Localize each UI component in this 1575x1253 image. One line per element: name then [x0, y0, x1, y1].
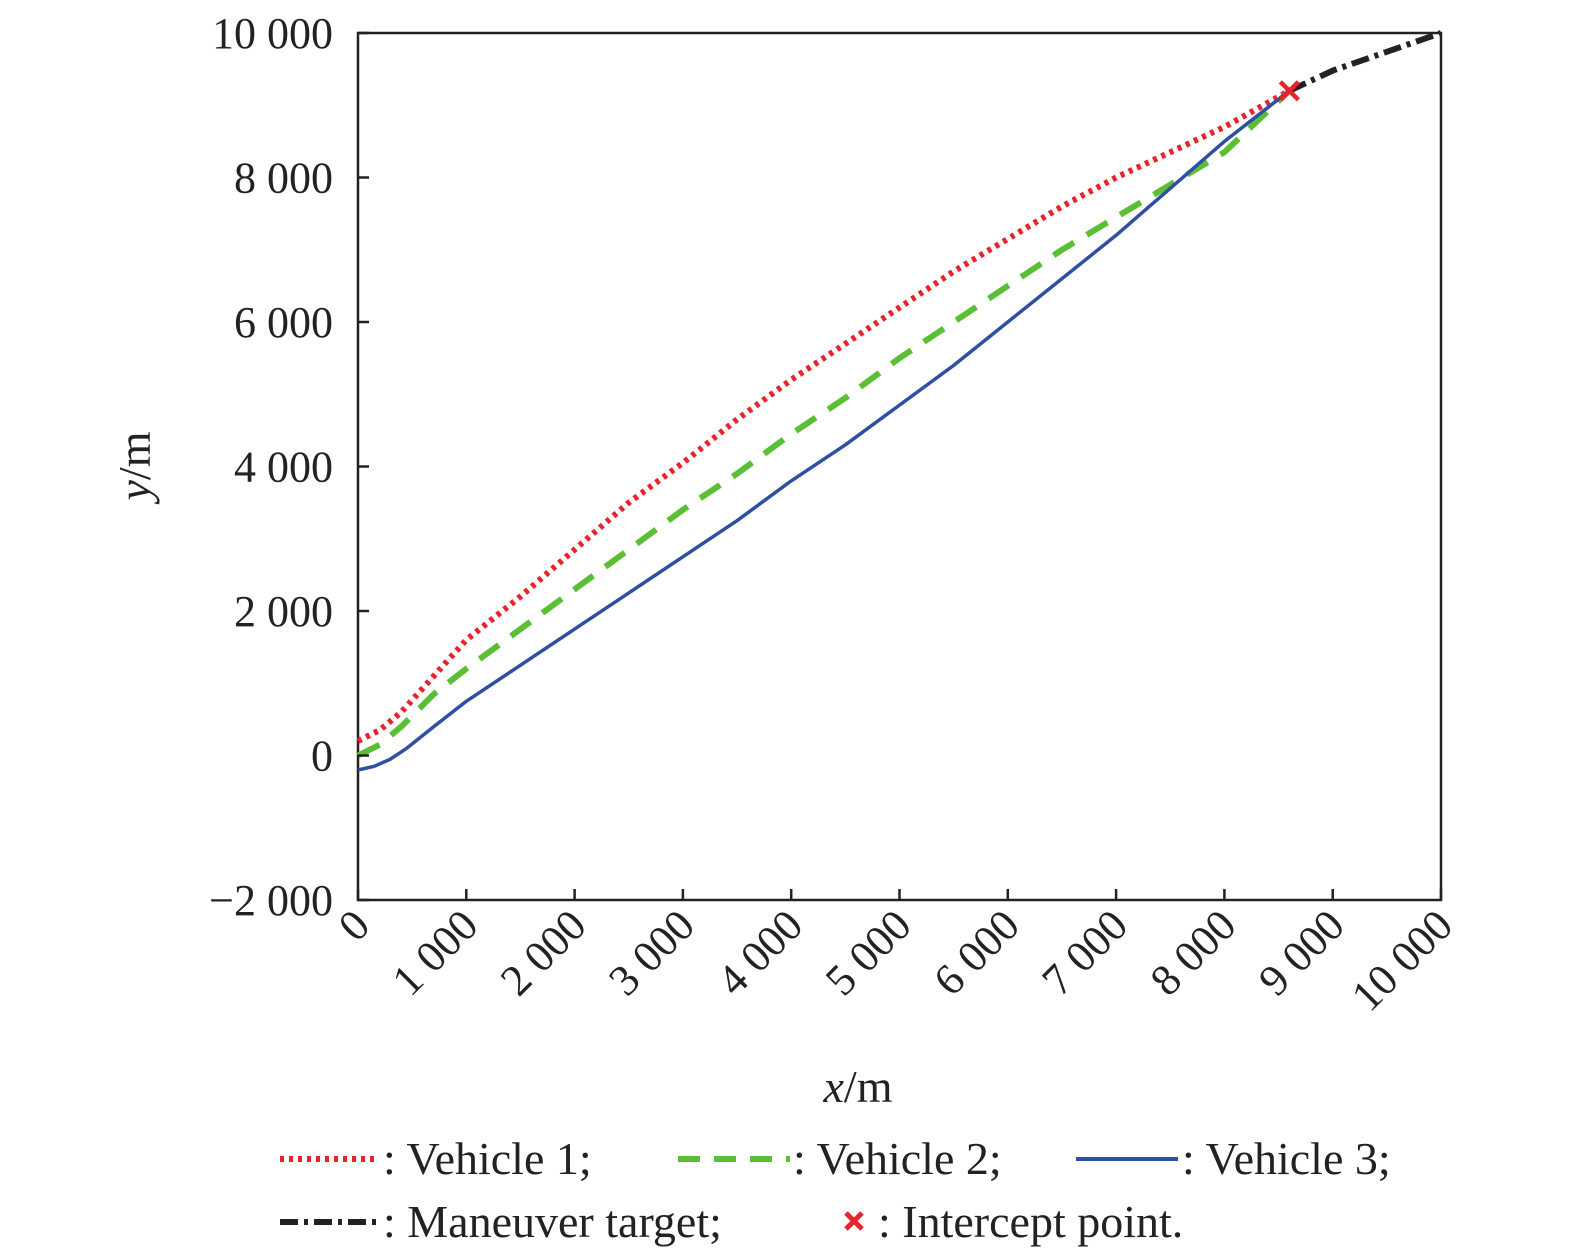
x-tick-label: 2 000: [491, 900, 596, 1005]
series-layer: [356, 30, 1442, 772]
y-axis-label: y/m: [109, 431, 160, 504]
y-tick-label: 4 000: [234, 443, 333, 492]
legend-label-vehicle-3: : Vehicle 3;: [1182, 1133, 1391, 1184]
legend-label-intercept-point: : Intercept point.: [878, 1196, 1183, 1247]
x-axis-label: x/m: [823, 1061, 893, 1112]
y-tick-label: 8 000: [234, 154, 333, 203]
x-tick-label: 10 000: [1342, 900, 1462, 1020]
x-tick-label: 7 000: [1033, 900, 1138, 1005]
y-tick-label: 10 000: [212, 9, 333, 58]
legend: : Vehicle 1; : Vehicle 2; : Vehicle 3; :…: [280, 1133, 1391, 1247]
x-tick-label: 1 000: [383, 900, 488, 1005]
legend-label-vehicle-2: : Vehicle 2;: [793, 1133, 1002, 1184]
y-tick-label: 6 000: [234, 298, 333, 347]
x-tick-label: 6 000: [924, 900, 1029, 1005]
y-tick-label: 2 000: [234, 587, 333, 636]
y-tick-label: 0: [311, 732, 333, 781]
series-line-maneuver-target: [1288, 30, 1442, 94]
x-tick-label: 4 000: [708, 900, 813, 1005]
plot-frame: [356, 31, 1443, 902]
x-tick-label: 5 000: [816, 900, 921, 1005]
x-tick-label: 0: [329, 900, 379, 950]
x-tick-label: 9 000: [1249, 900, 1354, 1005]
legend-label-vehicle-1: : Vehicle 1;: [383, 1133, 592, 1184]
series-line-vehicle-2: [356, 88, 1292, 759]
series-line-vehicle-1: [356, 88, 1291, 744]
series-line-vehicle-3: [357, 89, 1291, 772]
intercept-point-marker: [1278, 80, 1300, 102]
y-tick-label: −2 000: [209, 876, 333, 925]
legend-swatch-intercept-point: [844, 1211, 864, 1231]
x-tick-label: 3 000: [599, 900, 704, 1005]
x-tick-label: 8 000: [1141, 900, 1246, 1005]
legend-label-maneuver-target: : Maneuver target;: [383, 1196, 722, 1247]
